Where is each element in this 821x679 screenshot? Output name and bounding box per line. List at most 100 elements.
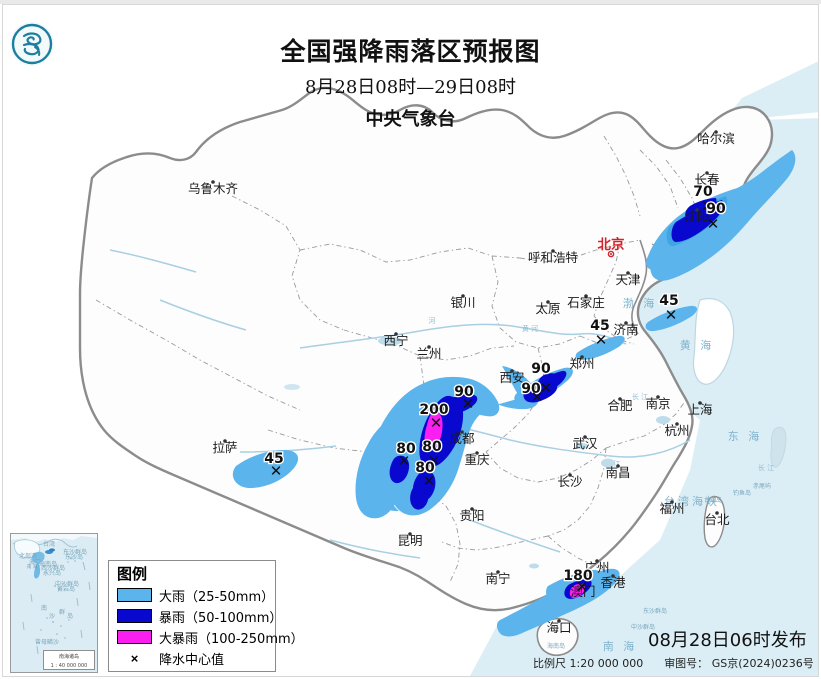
city-label[interactable]: 西宁 bbox=[383, 333, 408, 348]
precip-center-x-mark: ✕ bbox=[428, 452, 441, 470]
city-dot bbox=[557, 619, 561, 623]
city-label[interactable]: 上海 bbox=[687, 402, 713, 417]
legend-label-rainstorm: 暴雨（50-100mm） bbox=[159, 610, 283, 626]
precip-value-label: 90 bbox=[521, 381, 541, 397]
south-china-sea-inset[interactable]: 台湾 东沙群岛 东沙岛 西沙群岛 永兴岛 中沙群岛 黄岩岛 南沙群岛 曾母暗沙 海口海… bbox=[10, 533, 98, 673]
city-label[interactable]: 贵阳 bbox=[459, 508, 484, 523]
city-label[interactable]: 南昌 bbox=[605, 465, 630, 480]
sea-label: 南 海 bbox=[603, 639, 638, 653]
city-dot bbox=[705, 171, 709, 175]
river-label: 河 bbox=[429, 317, 436, 325]
scale-value: 1:20 000 000 bbox=[569, 657, 644, 670]
city-label[interactable]: 银川 bbox=[450, 295, 475, 310]
precip-center-x-mark: ✕ bbox=[540, 379, 553, 397]
city-dot bbox=[670, 500, 674, 504]
city-label[interactable]: 哈尔滨 bbox=[697, 131, 735, 146]
precip-value-label: 200 bbox=[419, 402, 448, 418]
city-dot bbox=[584, 294, 588, 298]
city-dot bbox=[580, 355, 584, 359]
city-dot bbox=[496, 570, 500, 574]
city-dot bbox=[568, 473, 572, 477]
city-dot bbox=[595, 559, 599, 563]
precip-center-x-mark: ✕ bbox=[707, 215, 720, 233]
city-dot bbox=[656, 395, 660, 399]
city-label[interactable]: 南宁 bbox=[485, 571, 510, 586]
inset-name: 南海诸岛 bbox=[58, 654, 79, 660]
svg-text:永兴岛: 永兴岛 bbox=[43, 569, 61, 577]
city-label[interactable]: 广州 bbox=[584, 560, 609, 575]
city-dot bbox=[461, 294, 465, 298]
city-label[interactable]: 海口 bbox=[546, 620, 571, 635]
city-dot bbox=[551, 249, 555, 253]
city-label[interactable]: 昆明 bbox=[397, 533, 422, 548]
precip-value-label: 80 bbox=[422, 439, 442, 455]
city-dot bbox=[223, 439, 227, 443]
city-dot bbox=[470, 507, 474, 511]
svg-text:东沙岛: 东沙岛 bbox=[65, 553, 83, 561]
city-label[interactable]: 郑州 bbox=[569, 356, 594, 371]
city-label[interactable]: 西安 bbox=[499, 370, 524, 385]
city-label[interactable]: 澳门 bbox=[570, 584, 595, 599]
city-label[interactable]: 长春 bbox=[694, 172, 720, 187]
city-label[interactable]: 福州 bbox=[659, 501, 684, 516]
legend-box[interactable]: 图例 大雨（25-50mm） 暴雨（50-100mm） 大暴雨（100-250m… bbox=[108, 560, 304, 672]
precip-center-x-mark: ✕ bbox=[270, 462, 283, 480]
city-label[interactable]: 沈阳 bbox=[684, 209, 709, 224]
legend-label-precip-center: 降水中心值 bbox=[159, 652, 225, 668]
footer-line: 比例尺 1:20 000 000 审图号： GS京(2024)0236号 bbox=[533, 655, 814, 671]
precip-value-label: 90 bbox=[706, 201, 726, 217]
city-label[interactable]: 成都 bbox=[449, 431, 475, 446]
page-frame bbox=[2, 4, 819, 677]
precip-center-x-mark: ✕ bbox=[576, 578, 589, 596]
precip-center-x-mark: ✕ bbox=[462, 395, 475, 413]
review-label: 审图号： bbox=[664, 657, 709, 670]
legend-row-heavy-rainstorm: 大暴雨（100-250mm） bbox=[117, 627, 304, 648]
city-label[interactable]: 天津 bbox=[615, 272, 640, 287]
city-label[interactable]: 重庆 bbox=[464, 452, 490, 467]
city-label[interactable]: 济南 bbox=[613, 322, 638, 337]
city-dot bbox=[427, 345, 431, 349]
city-dot bbox=[394, 332, 398, 336]
svg-text:曾母暗沙: 曾母暗沙 bbox=[35, 638, 59, 646]
svg-text:海口: 海口 bbox=[29, 558, 41, 566]
svg-text:南: 南 bbox=[41, 604, 47, 612]
city-label[interactable]: 香港 bbox=[600, 575, 626, 590]
map-labels: 渤 海黄 海东 海南 海台湾海峡黄 河河长 江江长 江钓鱼岛赤尾屿台湾岛东沙群岛… bbox=[188, 130, 774, 653]
river-label: 长 江 bbox=[758, 463, 774, 472]
city-label[interactable]: 太原 bbox=[535, 301, 560, 316]
city-label[interactable]: 南京 bbox=[645, 396, 670, 411]
city-label[interactable]: 兰州 bbox=[416, 346, 441, 361]
capital-label[interactable]: 北京 bbox=[598, 236, 625, 253]
island-label: 台湾岛 bbox=[704, 496, 722, 504]
svg-text:沙: 沙 bbox=[49, 613, 55, 620]
city-label[interactable]: 石家庄 bbox=[567, 295, 605, 310]
heavy-rainstorm-swatch bbox=[117, 630, 152, 644]
city-dot bbox=[460, 430, 464, 434]
city-dot bbox=[626, 271, 630, 275]
city-dot bbox=[695, 208, 699, 212]
city-label[interactable]: 合肥 bbox=[607, 398, 633, 413]
svg-text:北部湾: 北部湾 bbox=[19, 552, 37, 560]
legend-label-heavy-rain: 大雨（25-50mm） bbox=[159, 589, 275, 605]
city-dot bbox=[510, 369, 514, 373]
sea-label: 渤 海 bbox=[623, 296, 658, 310]
cma-logo bbox=[10, 22, 54, 66]
city-label[interactable]: 长沙 bbox=[557, 474, 583, 489]
city-label[interactable]: 呼和浩特 bbox=[528, 250, 578, 265]
legend-label-heavy-rainstorm: 大暴雨（100-250mm） bbox=[159, 631, 304, 647]
city-label[interactable]: 杭州 bbox=[664, 423, 689, 438]
precip-center-x-mark: ✕ bbox=[595, 331, 608, 349]
city-dot bbox=[698, 401, 702, 405]
city-label[interactable]: 台北 bbox=[704, 512, 730, 527]
heavy-rain-swatch bbox=[117, 588, 152, 602]
capital-marker bbox=[607, 250, 615, 258]
city-label[interactable]: 乌鲁木齐 bbox=[188, 181, 239, 196]
city-dot bbox=[583, 435, 587, 439]
precip-value-label: 90 bbox=[531, 361, 551, 377]
city-label[interactable]: 武汉 bbox=[572, 436, 598, 451]
island-label: 东沙群岛 bbox=[643, 607, 667, 615]
city-label[interactable]: 拉萨 bbox=[212, 440, 237, 455]
top-rule bbox=[0, 0, 821, 4]
